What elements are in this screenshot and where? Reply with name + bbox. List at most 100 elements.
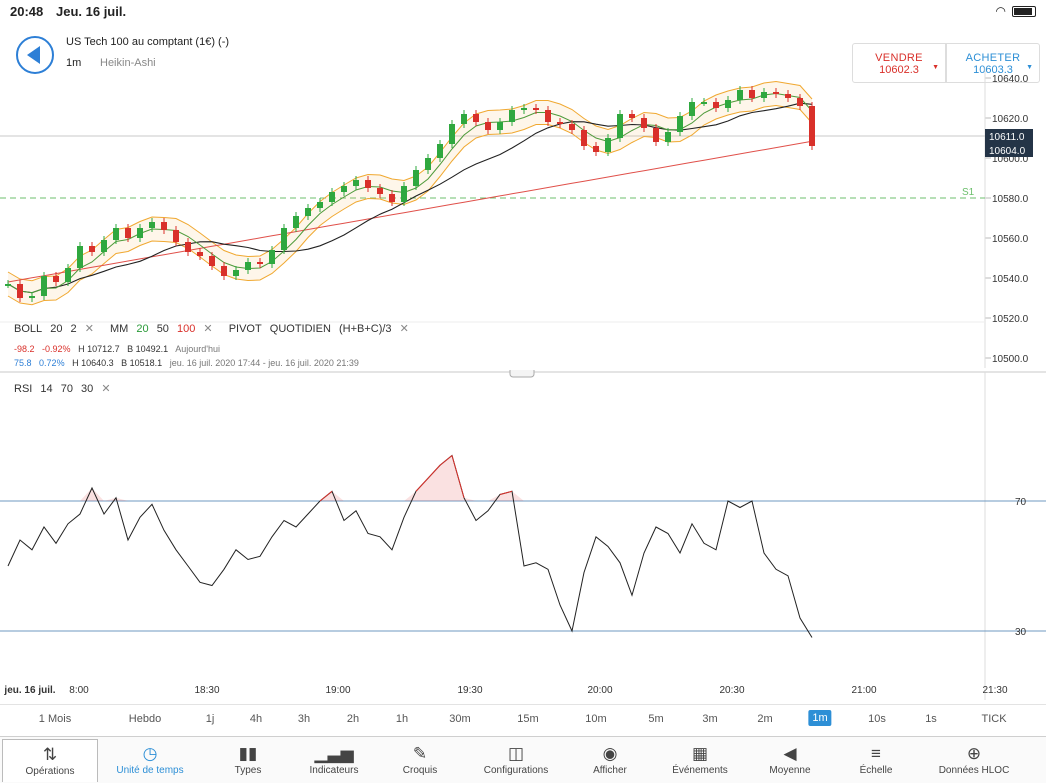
calendar-icon: ▦ <box>691 744 709 763</box>
timeframe-5m[interactable]: 5m <box>648 713 664 725</box>
rsi-param-2: 70 <box>60 383 73 395</box>
time-axis-label: 8:00 <box>69 685 89 696</box>
candle-body <box>365 180 371 188</box>
timeframe-10m[interactable]: 10m <box>585 713 607 725</box>
candle-body <box>557 122 563 124</box>
timeframe-1m[interactable]: 1m <box>808 710 832 726</box>
candle-body <box>749 90 755 98</box>
candle-body <box>41 276 47 296</box>
toolbar-afficher[interactable]: ◉ Afficher <box>562 739 658 782</box>
toolbar-opérations[interactable]: ⇅ Opérations <box>2 739 98 782</box>
candle-body <box>509 110 515 122</box>
time-axis-label: 18:30 <box>194 685 219 696</box>
back-arrow-icon <box>27 46 40 64</box>
today-pct: -0.92% <box>42 344 71 354</box>
candle-body <box>233 270 239 276</box>
bar-chart-icon: ▁▃▅ <box>314 744 354 763</box>
crosshair-icon: ⊕ <box>966 744 982 763</box>
candle-body <box>17 284 23 298</box>
mm100-line <box>7 140 813 283</box>
candle-body <box>785 94 791 98</box>
price-axis-label: 10540.0 <box>992 274 1029 285</box>
candle-body <box>485 122 491 130</box>
timeframe-1-mois[interactable]: 1 Mois <box>38 713 72 725</box>
candle-body <box>713 102 719 108</box>
timeframe-3h[interactable]: 3h <box>297 713 311 725</box>
pane-resize-handle <box>509 370 535 378</box>
toolbar-label: Types <box>234 765 262 776</box>
rsi-param-3: 30 <box>81 383 94 395</box>
toolbar-types[interactable]: ▮▮ Types <box>200 739 296 782</box>
candle-body <box>641 118 647 128</box>
toolbar-échelle[interactable]: ≡ Échelle <box>828 739 924 782</box>
status-bar: 20:48 Jeu. 16 juil. ◠ <box>0 0 1046 22</box>
toolbar-événements[interactable]: ▦ Événements <box>652 739 748 782</box>
rsi-line <box>7 454 813 638</box>
candle-body <box>77 246 83 268</box>
back-button[interactable] <box>16 36 54 74</box>
remove-boll-icon[interactable]: ✕ <box>84 323 94 335</box>
toolbar-moyenne[interactable]: ◀ Moyenne <box>742 739 838 782</box>
candle-body <box>29 296 35 298</box>
toolbar-unité-de-temps[interactable]: ◷ Unité de temps <box>102 739 198 782</box>
timeframe-15m[interactable]: 15m <box>517 713 539 725</box>
buy-price-tag-label: 10604.0 <box>989 146 1026 157</box>
candle-body <box>293 216 299 228</box>
bollinger-lower-line <box>7 104 813 306</box>
range-high: H 10640.3 <box>72 358 114 368</box>
candle-body <box>149 222 155 228</box>
timeframe-10s[interactable]: 10s <box>868 713 886 725</box>
timeframe-4h[interactable]: 4h <box>249 713 263 725</box>
rsi-overbought-segment <box>451 455 465 498</box>
toolbar-label: Événements <box>672 765 728 776</box>
rsi-overbought-fill <box>80 455 524 501</box>
candle-body <box>473 114 479 122</box>
toolbar-label: Opérations <box>25 766 75 777</box>
rsi-overbought-segment <box>415 477 429 492</box>
price-axis-label: 10640.0 <box>992 74 1029 85</box>
timeframe-tick[interactable]: TICK <box>981 713 1007 725</box>
timeframe-1j[interactable]: 1j <box>205 713 215 725</box>
candle-body <box>281 228 287 250</box>
time-axis-label: 21:30 <box>982 685 1007 696</box>
toolbar-label: Indicateurs <box>309 765 359 776</box>
rsi-chart[interactable]: 70 30 jeu. 16 juil. 8:00 18:30 19:00 19:30 20:0… <box>0 370 1046 700</box>
sell-button[interactable]: VENDRE 10602.3 ▼ <box>852 43 946 83</box>
candle-body <box>581 130 587 146</box>
toolbar-données-hloc[interactable]: ⊕ Données HLOC <box>926 739 1022 782</box>
chart-type-label: Heikin-Ashi <box>100 57 156 69</box>
candle-body <box>437 144 443 158</box>
toolbar-indicateurs[interactable]: ▁▃▅ Indicateurs <box>286 739 382 782</box>
toolbar-croquis[interactable]: ✎ Croquis <box>372 739 468 782</box>
timeframe-hebdo[interactable]: Hebdo <box>128 713 162 725</box>
time-axis-label: 19:30 <box>457 685 482 696</box>
candle-body <box>197 252 203 256</box>
remove-pivot-icon[interactable]: ✕ <box>399 323 409 335</box>
rsi-legend: RSI 14 70 30 ✕ <box>14 382 116 395</box>
bottom-toolbar: ⇅ Opérations ◷ Unité de temps ▮▮ Types ▁▃▅ Indi… <box>0 736 1046 783</box>
candle-body <box>653 128 659 142</box>
remove-mm-icon[interactable]: ✕ <box>203 323 213 335</box>
timeframe-2h[interactable]: 2h <box>346 713 360 725</box>
layout-icon: ◫ <box>507 744 525 763</box>
timeframe-2m[interactable]: 2m <box>757 713 773 725</box>
candle-body <box>65 268 71 282</box>
mm-name: MM <box>109 323 129 335</box>
indicator-legend: BOLL 20 2 ✕ MM 20 50 100 ✕ PIVOT QUOTIDI… <box>14 322 414 335</box>
sort-arrows-icon: ⇅ <box>42 745 58 764</box>
timeframe-1h[interactable]: 1h <box>395 713 409 725</box>
remove-rsi-icon[interactable]: ✕ <box>101 383 111 395</box>
timeframe-3m[interactable]: 3m <box>702 713 718 725</box>
candle-body <box>617 114 623 138</box>
timeframe-30m[interactable]: 30m <box>449 713 471 725</box>
buy-button[interactable]: ACHETER 10603.3 ▼ <box>946 43 1040 83</box>
candle-body <box>737 90 743 100</box>
timeframe-1s[interactable]: 1s <box>925 713 937 725</box>
clock-icon: ◷ <box>142 744 158 763</box>
instrument-name: US Tech 100 au comptant (1€) (-) <box>66 36 230 48</box>
candle-body <box>161 222 167 230</box>
toolbar-configurations[interactable]: ◫ Configurations <box>468 739 564 782</box>
price-chart[interactable]: 10640.0 10620.0 10600.0 10580.0 10560.0 10540… <box>0 68 1046 368</box>
candle-body <box>593 146 599 152</box>
scale-icon: ≡ <box>871 744 881 763</box>
